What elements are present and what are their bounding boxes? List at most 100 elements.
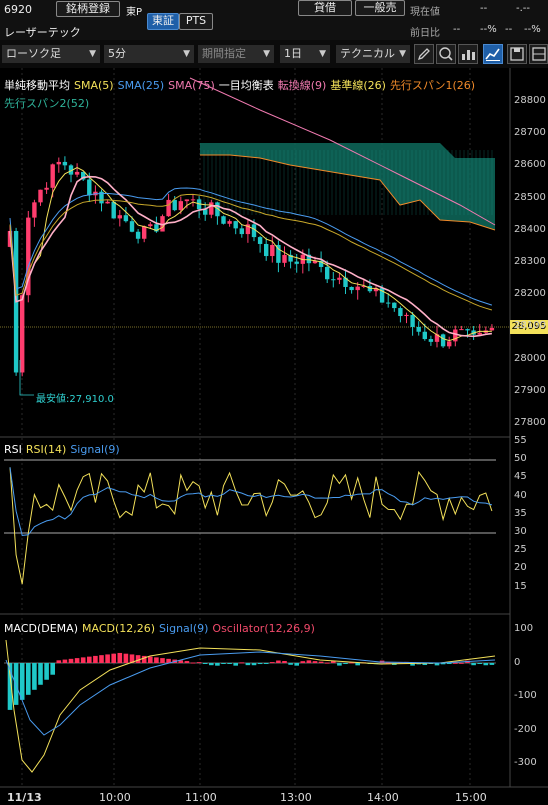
- macd-histogram-bar: [141, 655, 147, 663]
- period-select[interactable]: 期間指定 ▼: [198, 45, 274, 63]
- macd-histogram-bar: [26, 663, 31, 695]
- general-sell-button[interactable]: 一般売: [355, 0, 405, 16]
- tab-tosho[interactable]: 東証: [147, 13, 179, 30]
- macd-histogram-bar: [129, 654, 135, 663]
- x-axis-label: 15:00: [455, 791, 487, 804]
- save-icon[interactable]: [507, 44, 527, 64]
- candle-body: [81, 171, 86, 180]
- main_chart-legend-item: 転換線(9): [277, 79, 327, 92]
- macd-histogram-bar: [80, 657, 86, 663]
- company-name: レーザーテック: [4, 26, 81, 39]
- lending-button[interactable]: 貸借: [298, 0, 352, 16]
- chevron-down-icon: ▼: [89, 49, 96, 59]
- tab-pts[interactable]: PTS: [179, 13, 213, 30]
- macd-histogram-bar: [312, 661, 318, 663]
- main_chart-legend-item: 単純移動平均: [4, 79, 70, 92]
- macd-line: [5, 639, 496, 773]
- macd-histogram-bar: [251, 663, 257, 666]
- senkou1-line: [200, 154, 496, 231]
- y-axis-label: 50: [514, 453, 527, 465]
- candle-body: [325, 266, 330, 280]
- register-button[interactable]: 銘柄登録: [56, 1, 120, 17]
- candle-body: [440, 334, 446, 347]
- candle-body: [489, 327, 495, 331]
- candle-body: [172, 199, 177, 211]
- grid-icon[interactable]: [529, 44, 548, 64]
- macd-histogram-bar: [111, 653, 116, 663]
- candle-body: [459, 329, 464, 331]
- candle-body: [337, 277, 342, 280]
- technical-select[interactable]: テクニカル ▼: [336, 45, 410, 63]
- candle-body: [251, 224, 257, 238]
- chart-type-select[interactable]: ローソク足 ▼: [2, 45, 100, 63]
- candle-body: [117, 215, 122, 219]
- period-label: 期間指定: [202, 47, 246, 60]
- candles: [7, 156, 495, 396]
- candle-body: [227, 221, 232, 224]
- y-axis-label: 0: [514, 656, 521, 668]
- y-axis-label: 28600: [514, 159, 546, 171]
- candle-body: [87, 179, 92, 196]
- rsi-legend: RSI RSI(14) Signal(9): [4, 443, 124, 456]
- macd-histogram-bar: [257, 663, 263, 665]
- y-axis-label: 28000: [514, 352, 546, 364]
- candle-body: [379, 288, 385, 303]
- macd-histogram-bar: [318, 661, 324, 663]
- macd_panel-legend-item: Oscillator(12,26,9): [212, 622, 315, 635]
- bar-chart-icon[interactable]: [458, 44, 478, 64]
- candle-body: [428, 339, 434, 342]
- rsi-lines: [9, 467, 493, 585]
- macd-histogram-bar: [178, 660, 184, 663]
- candle-body: [318, 260, 324, 267]
- candle-body: [160, 216, 165, 232]
- chart-area[interactable]: [0, 68, 548, 805]
- candle-body: [349, 286, 354, 291]
- macd-histogram-bar: [7, 663, 13, 710]
- candle-body: [26, 217, 31, 296]
- candle-body: [129, 221, 135, 232]
- macd-histogram-bar: [184, 661, 190, 663]
- candle-body: [190, 199, 196, 201]
- candle-body: [20, 295, 25, 373]
- macd-legend: MACD(DEMA) MACD(12,26) Signal(9) Oscillator…: [4, 622, 319, 635]
- macd-signal-line: [5, 651, 496, 736]
- macd-histogram-bar: [32, 663, 37, 690]
- y-axis-label: 40: [514, 489, 527, 501]
- candle-body: [111, 201, 116, 219]
- macd_panel-legend-item: MACD(12,26): [82, 622, 156, 635]
- candle-body: [270, 244, 275, 257]
- rsi_panel-legend-item: RSI: [4, 443, 22, 456]
- macd-histogram-bar: [422, 663, 428, 666]
- y-axis-label: 45: [514, 471, 527, 483]
- x-axis-label: 11/13: [7, 791, 42, 804]
- candle-body: [453, 329, 458, 342]
- macd-histogram-bar: [306, 660, 312, 663]
- candle-body: [465, 329, 470, 331]
- candle-body: [447, 341, 452, 347]
- macd_panel-legend-item: Signal(9): [159, 622, 209, 635]
- candle-body: [392, 302, 397, 309]
- candle-body: [74, 171, 80, 175]
- zoom-icon[interactable]: [436, 44, 456, 64]
- macd-histogram-bar: [190, 662, 196, 664]
- candle-body: [422, 331, 427, 340]
- pencil-icon[interactable]: [414, 44, 434, 64]
- interval-select[interactable]: 5分 ▼: [104, 45, 194, 63]
- market-label: 東P: [126, 7, 143, 18]
- macd-histogram-bar: [99, 655, 104, 663]
- macd-histogram-bar: [221, 663, 226, 664]
- line-chart-icon[interactable]: [483, 44, 503, 64]
- y-axis-label: 55: [514, 435, 527, 446]
- x-axis-label: 11:00: [185, 791, 217, 804]
- span-select[interactable]: 1日 ▼: [280, 45, 330, 63]
- candle-body: [404, 314, 409, 317]
- chevron-down-icon: ▼: [263, 49, 270, 59]
- candle-body: [264, 243, 269, 257]
- candle-body: [99, 191, 104, 204]
- macd-histogram-bar: [489, 663, 495, 665]
- macd_panel-legend-item: MACD(DEMA): [4, 622, 78, 635]
- rsi_panel-legend-item: RSI(14): [25, 443, 67, 456]
- candle-body: [62, 161, 68, 166]
- candle-body: [276, 244, 281, 263]
- candle-body: [142, 226, 147, 239]
